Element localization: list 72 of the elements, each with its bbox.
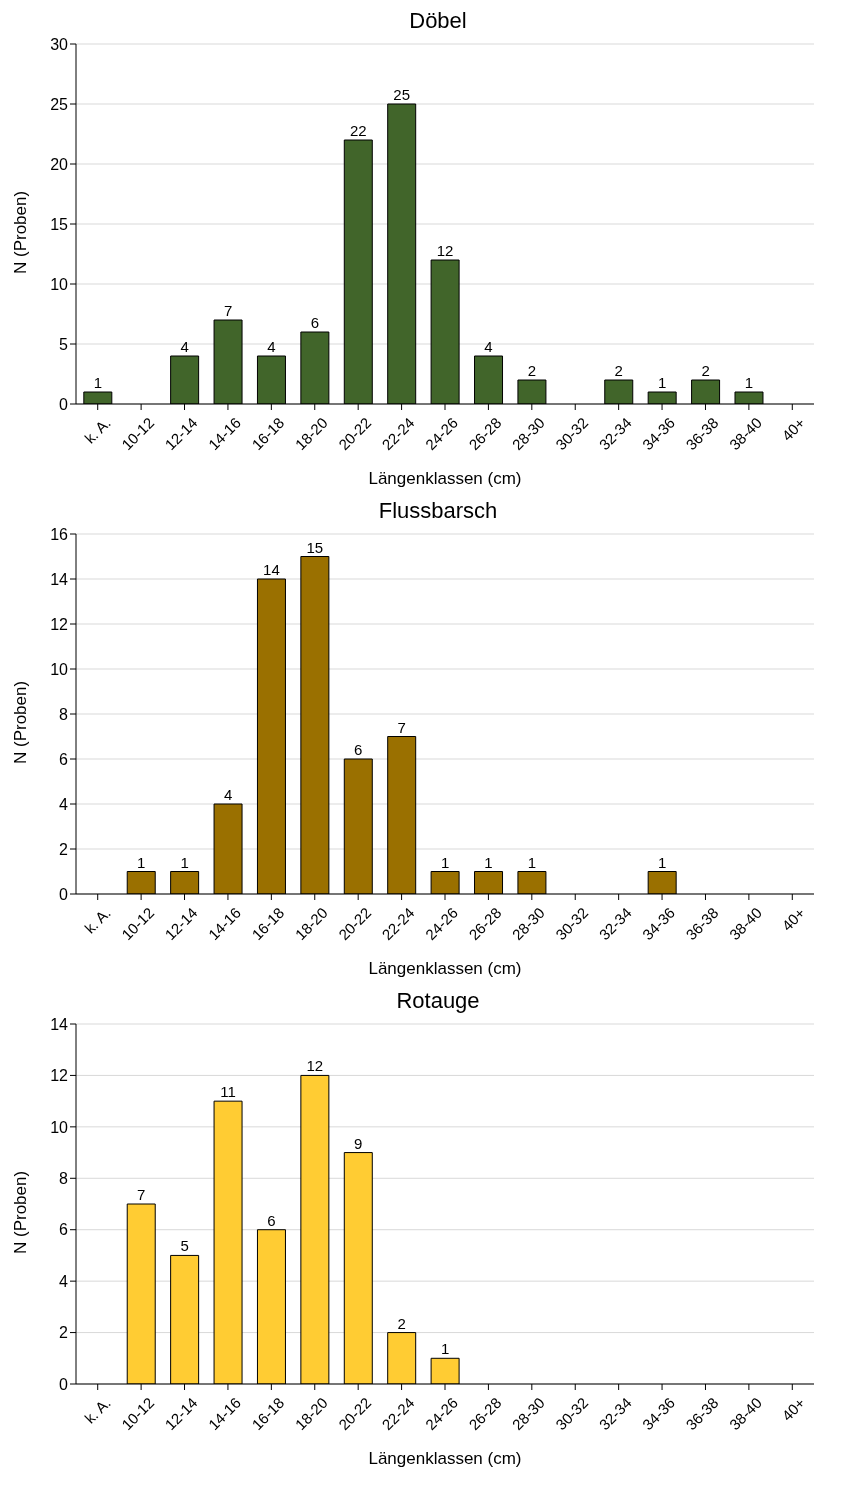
data-label: 1 [440, 853, 450, 871]
data-label: 1 [527, 853, 537, 871]
y-tick-label: 14 [50, 1015, 69, 1033]
y-tick-label: 10 [50, 660, 69, 678]
y-tick-label: 0 [59, 1375, 69, 1393]
y-axis-title: N (Proben) [11, 1170, 31, 1254]
data-label: 1 [744, 374, 754, 391]
y-tick-label: 2 [59, 1324, 69, 1342]
data-label: 2 [527, 362, 537, 379]
data-label: 1 [440, 1340, 450, 1358]
y-tick-label: 0 [59, 395, 69, 413]
data-label: 1 [93, 374, 102, 391]
data-label: 2 [701, 362, 710, 379]
data-label: 2 [397, 1314, 406, 1332]
data-label: 4 [223, 786, 233, 803]
chart-title: Rotauge [395, 988, 481, 1015]
data-label: 9 [354, 1134, 363, 1152]
data-label: 15 [306, 538, 324, 556]
y-tick-label: 0 [59, 885, 69, 903]
data-label: 7 [223, 302, 233, 319]
data-label: 6 [354, 741, 363, 758]
y-tick-label: 25 [50, 95, 69, 113]
y-tick-label: 12 [50, 615, 69, 633]
data-label: 2 [614, 362, 623, 379]
data-label: 7 [397, 718, 406, 736]
x-axis-title: Längenklassen (cm) [368, 1449, 522, 1468]
data-label: 6 [267, 1211, 276, 1229]
chart-title: Döbel [408, 8, 468, 35]
data-label: 12 [436, 242, 454, 259]
data-label: 14 [263, 561, 280, 578]
x-tick-label: k. A. [81, 1394, 114, 1427]
y-tick-label: 14 [50, 570, 69, 588]
y-axis-title: N (Proben) [11, 190, 31, 274]
x-axis-title: Längenklassen (cm) [368, 469, 522, 488]
y-tick-label: 6 [59, 1221, 69, 1239]
data-label: 6 [310, 314, 320, 331]
y-tick-label: 12 [50, 1067, 69, 1085]
x-tick-label: k. A. [81, 414, 114, 447]
y-tick-label: 10 [50, 1118, 69, 1136]
data-label: 25 [393, 86, 411, 103]
y-tick-label: 16 [50, 525, 69, 543]
data-label: 1 [658, 853, 667, 871]
data-label: 4 [484, 338, 493, 355]
data-label: 4 [180, 338, 189, 355]
y-tick-label: 30 [50, 35, 69, 53]
y-tick-label: 6 [59, 750, 69, 768]
y-axis-title: N (Proben) [11, 680, 31, 764]
x-tick-label: 40+ [778, 1393, 809, 1425]
y-tick-label: 10 [50, 275, 69, 293]
x-tick-label: 40+ [778, 413, 809, 445]
data-label: 7 [137, 1186, 146, 1203]
y-tick-label: 15 [50, 215, 69, 233]
data-label: 4 [267, 338, 276, 355]
y-tick-label: 5 [59, 335, 69, 353]
data-label: 1 [484, 853, 493, 871]
y-tick-label: 4 [59, 795, 69, 813]
y-tick-label: 2 [59, 840, 69, 858]
x-tick-label: k. A. [81, 904, 114, 937]
data-label: 1 [137, 853, 146, 871]
x-tick-label: 40+ [778, 903, 809, 935]
y-tick-label: 4 [59, 1272, 69, 1290]
data-label: 1 [658, 374, 667, 391]
data-label: 1 [180, 853, 189, 871]
data-label: 12 [306, 1057, 324, 1075]
x-axis-title: Längenklassen (cm) [368, 959, 522, 978]
data-label: 11 [220, 1083, 236, 1101]
y-tick-label: 20 [50, 155, 69, 173]
data-label: 22 [349, 122, 367, 139]
y-tick-label: 8 [59, 1169, 69, 1187]
y-tick-label: 8 [59, 705, 69, 723]
chart-title: Flussbarsch [377, 498, 499, 525]
data-label: 5 [180, 1237, 189, 1255]
